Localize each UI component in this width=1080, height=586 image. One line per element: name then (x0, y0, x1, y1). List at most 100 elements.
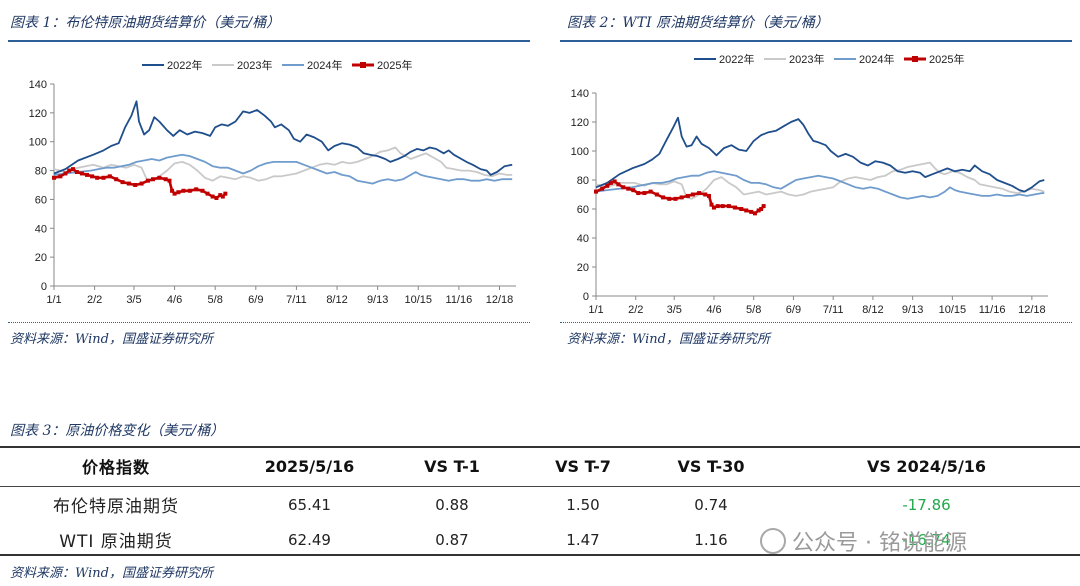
series-point-2025 (220, 194, 225, 199)
series-point-2025 (126, 181, 131, 186)
x-tick-label: 6/9 (786, 304, 801, 316)
x-tick-label: 9/13 (902, 304, 923, 316)
series-point-2025 (210, 194, 215, 199)
series-line-2022年 (595, 116, 1045, 193)
series-point-2025 (661, 195, 666, 200)
series-point-2025 (95, 175, 100, 180)
series-point-2025 (648, 189, 653, 194)
cell-vs-t30: 0.74 (694, 495, 728, 514)
series-point-2025 (90, 174, 95, 179)
x-tick-label: 8/12 (326, 294, 347, 306)
x-tick-label: 5/8 (746, 304, 761, 316)
series-point-2025 (752, 211, 757, 216)
row-name: 布伦特原油期货 (53, 497, 179, 517)
series-point-2025 (101, 175, 106, 180)
figure1-source-rule (8, 322, 530, 323)
series-point-2025 (74, 170, 79, 175)
figure1-caption: 图表 1：布伦特原油期货结算价（美元/桶） (10, 15, 281, 31)
x-tick-label: 11/16 (446, 294, 473, 306)
cell-price: 65.41 (288, 495, 331, 514)
header-vs-t7: VS T-7 (517, 446, 649, 487)
series-point-2025 (631, 188, 636, 193)
x-tick-label: 6/9 (248, 294, 263, 306)
figure3-caption: 图表 3：原油价格变化（美元/桶） (10, 423, 225, 439)
figure3-source: 资料来源：Wind，国盛证券研究所 (10, 566, 213, 581)
series-point-2025 (761, 204, 766, 209)
series-point-2025 (679, 195, 684, 200)
series-point-2025 (711, 205, 716, 210)
x-tick-label: 7/11 (823, 304, 844, 316)
series-point-2025 (163, 177, 168, 182)
y-tick-label: 40 (577, 233, 589, 245)
series-point-2025 (739, 207, 744, 211)
series-point-2025 (636, 191, 641, 196)
series-point-2025 (626, 186, 631, 191)
header-price-index: 价格指数 (0, 446, 232, 487)
legend-label: 2025年 (929, 52, 964, 66)
series-point-2025 (759, 207, 764, 211)
series-point-2025 (157, 175, 162, 180)
x-tick-label: 5/8 (208, 294, 223, 306)
y-tick-label: 80 (35, 166, 47, 178)
series-point-2025 (114, 177, 119, 182)
x-tick-label: 12/18 (1018, 304, 1046, 316)
x-tick-label: 4/6 (167, 294, 182, 306)
series-point-2025 (85, 172, 89, 177)
x-tick-label: 9/13 (367, 294, 388, 306)
series-line-2022年 (53, 100, 513, 176)
watermark-text: 公众号 · 铭说能源 (792, 531, 967, 556)
series-point-2025 (151, 177, 155, 182)
figure2-caption: 图表 2：WTI 原油期货结算价（美元/桶） (567, 15, 829, 31)
y-tick-label: 120 (571, 117, 589, 129)
series-point-2025 (715, 204, 720, 209)
series-point-2025 (170, 188, 175, 193)
x-tick-label: 12/18 (486, 294, 514, 306)
x-tick-label: 10/15 (405, 294, 433, 306)
series-point-2025 (594, 189, 598, 194)
series-point-2025 (214, 195, 219, 200)
cell-vs-t1: 0.87 (435, 530, 469, 549)
legend-label: 2023年 (237, 58, 272, 72)
y-tick-label: 0 (583, 291, 589, 303)
legend-label: 2024年 (307, 58, 342, 72)
table-row: 布伦特原油期货 65.41 0.88 1.50 0.74 -17.86 (0, 487, 1080, 523)
legend-label: 2022年 (719, 52, 754, 66)
series-point-2025 (612, 179, 617, 184)
brent-price-chart: 0 20 40 60 80 100 120 140 1/1 2/2 3/5 4/6 5/8 6/9 7/11… (29, 58, 516, 306)
y-tick-label: 140 (29, 79, 47, 91)
x-tick-label: 1/1 (46, 294, 61, 306)
series-point-2025 (63, 171, 68, 176)
price-change-table: 价格指数 2025/5/16 VS T-1 VS T-7 VS T-30 VS … (0, 446, 1080, 557)
y-tick-label: 20 (577, 262, 589, 274)
series-point-2025 (642, 191, 647, 196)
series-point-2025 (720, 204, 725, 209)
x-tick-label: 3/5 (126, 294, 141, 306)
y-tick-label: 80 (577, 175, 589, 187)
cell-vs-t30: 1.16 (694, 530, 728, 549)
series-point-2025 (673, 196, 678, 201)
x-tick-label: 1/1 (588, 304, 603, 316)
series-point-2025 (616, 182, 621, 187)
series-point-2025 (205, 191, 210, 196)
series-point-2025 (139, 181, 144, 186)
series-point-2025 (605, 183, 610, 188)
series-point-2025 (667, 196, 672, 201)
y-tick-label: 0 (41, 281, 47, 293)
wechat-icon (760, 528, 786, 554)
cell-vs-t7: 1.50 (566, 495, 600, 514)
figure1-source: 资料来源：Wind，国盛证券研究所 (10, 332, 213, 347)
series-point-2025 (654, 192, 659, 197)
series-point-2025 (58, 174, 63, 179)
series-point-2025 (200, 188, 205, 193)
row-name: WTI 原油期货 (59, 532, 173, 552)
figure1-caption-rule (8, 40, 530, 42)
series-point-2025 (120, 180, 125, 185)
legend-label: 2023年 (789, 52, 824, 66)
y-tick-label: 40 (35, 223, 47, 235)
series-point-2025 (707, 193, 711, 198)
series-point-2025 (79, 171, 84, 176)
x-tick-label: 3/5 (667, 304, 682, 316)
series-point-2025 (133, 183, 138, 187)
y-tick-label: 100 (29, 137, 47, 149)
y-tick-label: 140 (571, 88, 589, 100)
